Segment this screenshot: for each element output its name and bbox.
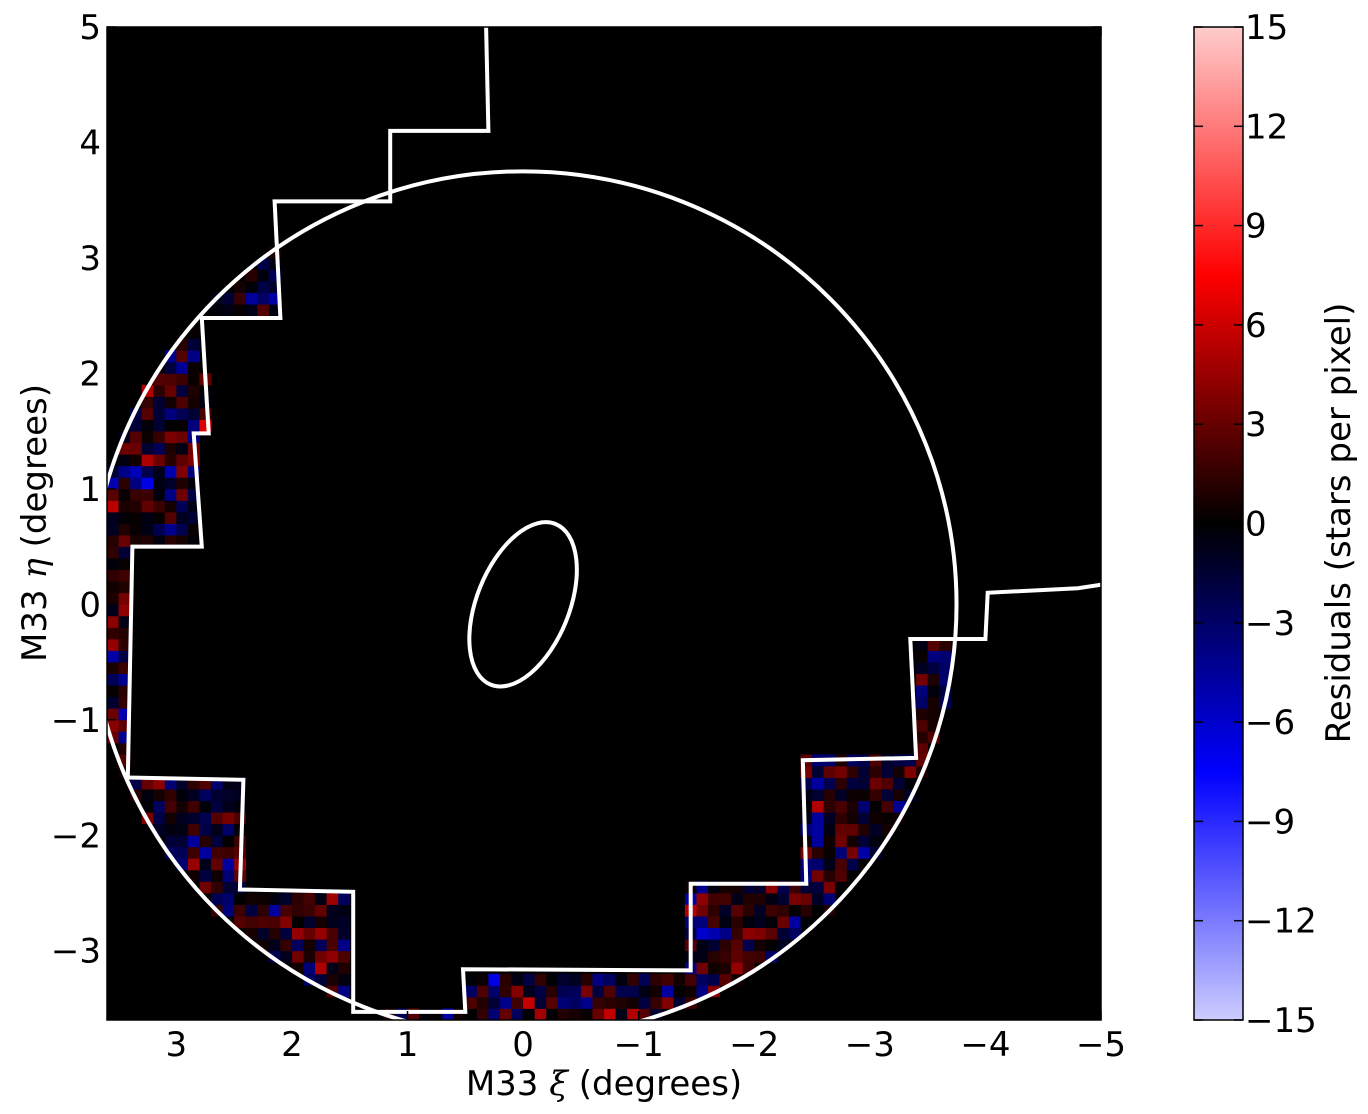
colorbar-tick-label: −15 <box>1245 1001 1317 1041</box>
plot-background <box>107 27 1101 1020</box>
y-axis-ticks: −3 −2 −1 0 1 2 3 4 5 <box>51 8 1101 972</box>
y-tick-label: 4 <box>79 123 101 163</box>
colorbar-tick-label: 12 <box>1245 107 1288 147</box>
y-tick-label: −2 <box>51 816 101 856</box>
x-tick-label: −5 <box>1076 1025 1126 1065</box>
y-tick-label: −1 <box>51 701 101 741</box>
x-axis-label: M33 ξ (degrees) <box>466 1064 742 1104</box>
colorbar-tick-label: −3 <box>1245 604 1295 644</box>
plot-frame <box>106 26 1102 1021</box>
x-tick-label: −4 <box>960 1025 1010 1065</box>
x-tick-label: −3 <box>845 1025 895 1065</box>
x-tick-label: 2 <box>281 1025 303 1065</box>
y-tick-label: 0 <box>79 585 101 625</box>
y-tick-label: 1 <box>79 470 101 510</box>
x-tick-label: 0 <box>512 1025 534 1065</box>
y-tick-label: 2 <box>79 354 101 394</box>
colorbar-label: Residuals (stars per pixel) <box>1319 303 1359 744</box>
colorbar-tick-label: 3 <box>1245 405 1267 445</box>
x-tick-label: 1 <box>397 1025 419 1065</box>
colorbar-ticks: 15 12 9 6 3 0 −3 −6 −9 −12 −15 <box>1194 8 1317 1041</box>
colorbar-tick-label: 15 <box>1245 8 1288 48</box>
colorbar-tick-label: 9 <box>1245 207 1267 247</box>
colorbar-tick-label: −6 <box>1245 703 1295 743</box>
x-tick-label: −2 <box>729 1025 779 1065</box>
colorbar-tick-label: −12 <box>1245 902 1317 942</box>
y-axis-label: M33 η (degrees) <box>15 384 55 662</box>
y-tick-label: 5 <box>79 8 101 48</box>
overlays <box>107 27 1101 1020</box>
x-axis-ticks: 3 2 1 0 −1 −2 −3 −4 −5 <box>166 27 1126 1065</box>
x-tick-label: −1 <box>614 1025 664 1065</box>
colorbar-tick-label: 0 <box>1245 505 1267 545</box>
colorbar-tick-label: 6 <box>1245 306 1267 346</box>
colorbar-tick-label: −9 <box>1245 802 1295 842</box>
x-tick-label: 3 <box>166 1025 188 1065</box>
y-tick-label: −3 <box>51 932 101 972</box>
y-tick-label: 3 <box>79 239 101 279</box>
outer-circle <box>107 169 959 1020</box>
inner-ellipse <box>467 520 579 689</box>
survey-footprint-boundary <box>125 27 1101 1014</box>
